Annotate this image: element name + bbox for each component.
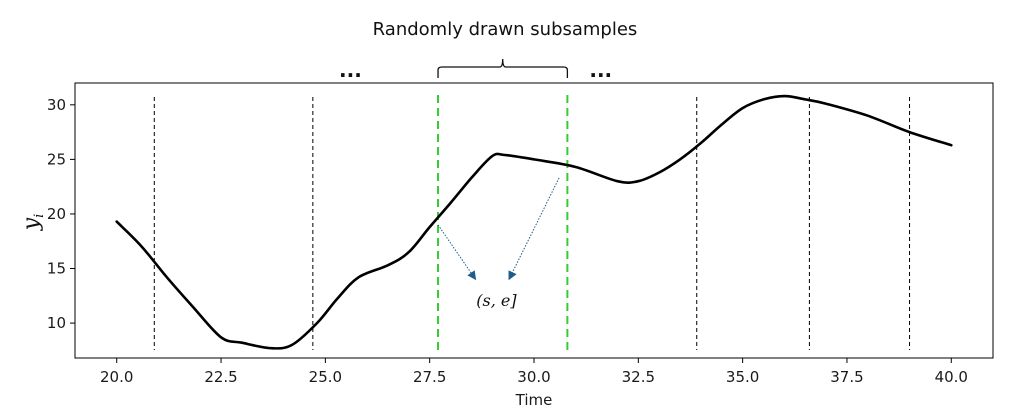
x-tick-label: 32.5 [622,368,655,386]
plot-frame [74,82,994,359]
y-tick-label: 30 [47,96,66,114]
ellipsis-right: ... [589,58,612,82]
y-tick-label: 25 [47,150,66,168]
x-tick-label: 25.0 [309,368,342,386]
y-tick-label: 15 [47,260,66,278]
y-axis-title-group: yi [19,214,47,232]
y-tick-label: 20 [47,205,66,223]
x-tick-label: 27.5 [413,368,446,386]
subsample-boundaries [153,95,911,350]
x-tick-label: 35.0 [726,368,759,386]
x-tick-label: 22.5 [204,368,237,386]
interval-label: (s, e] [476,291,517,310]
series-line [115,94,953,350]
subsample-brace [437,58,569,78]
y-axis-title: y [19,217,44,231]
x-tick-label: 37.5 [830,368,863,386]
x-tick-label: 20.0 [100,368,133,386]
start-arrow [437,224,477,281]
ellipsis-left: ... [339,58,362,82]
chart-title: Randomly drawn subsamples [373,19,638,40]
x-tick-label: 40.0 [935,368,968,386]
y-axis-ticks: 10 15 20 25 30 [47,96,75,332]
x-axis-title: Time [515,391,553,409]
x-axis-ticks: 20.0 22.5 25.0 27.5 30.0 32.5 35.0 37.5 40.0 [100,358,968,386]
y-tick-label: 10 [47,314,66,332]
end-arrow [508,177,560,281]
svg-text:yi: yi [19,214,47,232]
y-axis-title-subscript: i [32,214,47,218]
x-tick-label: 30.0 [517,368,550,386]
